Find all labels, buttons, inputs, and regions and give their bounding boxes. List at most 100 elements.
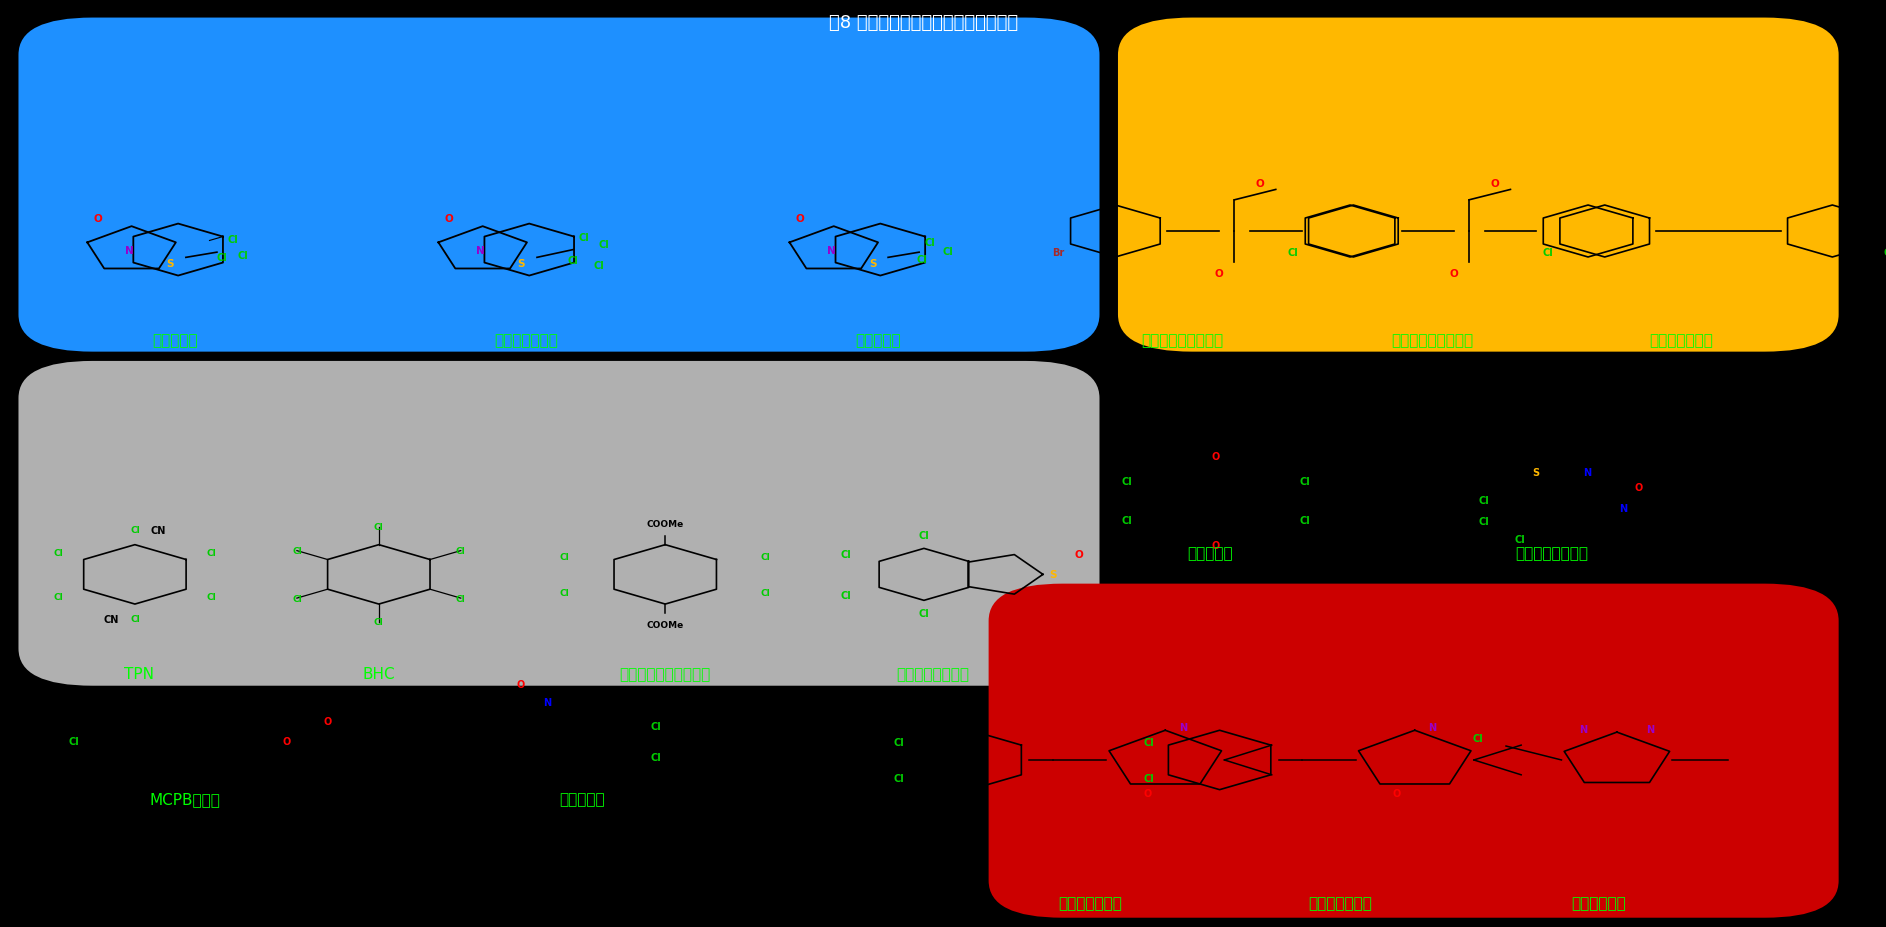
Text: エトリジアゾール: エトリジアゾール bbox=[1516, 546, 1588, 561]
Text: Cl: Cl bbox=[456, 547, 466, 555]
Text: クロルタールジメチル: クロルタールジメチル bbox=[620, 667, 711, 681]
Text: BHC: BHC bbox=[362, 667, 396, 681]
Text: N: N bbox=[543, 698, 551, 707]
FancyBboxPatch shape bbox=[988, 584, 1839, 918]
Text: O: O bbox=[1490, 179, 1499, 189]
Text: Cl: Cl bbox=[1299, 476, 1311, 486]
Text: プロラゾール: プロラゾール bbox=[1571, 895, 1626, 910]
Text: O: O bbox=[796, 214, 805, 224]
Text: Cl: Cl bbox=[918, 531, 930, 540]
Text: Cl: Cl bbox=[1479, 496, 1490, 505]
Text: N: N bbox=[124, 246, 134, 255]
Text: Cl: Cl bbox=[760, 552, 771, 562]
Text: TPN: TPN bbox=[124, 667, 153, 681]
Text: O: O bbox=[283, 737, 290, 746]
Text: Cl: Cl bbox=[53, 548, 62, 557]
Text: Cl: Cl bbox=[292, 594, 302, 603]
Text: クロルネブ: クロルネブ bbox=[1188, 546, 1233, 561]
Text: COOMe: COOMe bbox=[647, 621, 685, 629]
Text: O: O bbox=[445, 214, 453, 224]
Text: CN: CN bbox=[151, 526, 166, 535]
Text: S: S bbox=[166, 259, 174, 268]
Text: Cl: Cl bbox=[918, 609, 930, 618]
Text: O: O bbox=[1075, 549, 1084, 559]
Text: Cl: Cl bbox=[651, 752, 660, 762]
Text: O: O bbox=[1143, 788, 1152, 798]
Text: Cl: Cl bbox=[217, 253, 228, 263]
Text: Cl: Cl bbox=[841, 590, 852, 601]
FancyBboxPatch shape bbox=[19, 19, 1100, 352]
Text: Cl: Cl bbox=[560, 552, 570, 562]
Text: キャプタン: キャプタン bbox=[854, 333, 900, 348]
Text: N: N bbox=[1428, 722, 1437, 732]
Text: Cl: Cl bbox=[594, 260, 604, 271]
Text: Cl: Cl bbox=[1514, 535, 1526, 544]
FancyBboxPatch shape bbox=[19, 362, 1100, 686]
Text: キャプタホール: キャプタホール bbox=[494, 333, 558, 348]
Text: MCPBエチル: MCPBエチル bbox=[149, 792, 221, 806]
Text: Cl: Cl bbox=[841, 549, 852, 559]
Text: Cl: Cl bbox=[917, 254, 928, 264]
Text: O: O bbox=[1256, 179, 1266, 189]
Text: Cl: Cl bbox=[70, 737, 79, 746]
Text: 図8 測定が困難であった農薬の構造式: 図8 測定が困難であった農薬の構造式 bbox=[830, 14, 1018, 32]
Text: Cl: Cl bbox=[1473, 733, 1484, 743]
Text: O: O bbox=[324, 716, 332, 726]
Text: クロゾリネート: クロゾリネート bbox=[1058, 895, 1122, 910]
Text: Cl: Cl bbox=[130, 615, 140, 624]
Text: N: N bbox=[1646, 725, 1654, 734]
Text: Cl: Cl bbox=[1288, 248, 1299, 258]
Text: Cl: Cl bbox=[894, 773, 905, 783]
Text: Cl: Cl bbox=[226, 235, 238, 245]
Text: N: N bbox=[1620, 503, 1628, 514]
Text: ブロムプロピレート: ブロムプロピレート bbox=[1141, 333, 1224, 348]
Text: O: O bbox=[1213, 451, 1220, 461]
Text: O: O bbox=[1394, 788, 1401, 798]
Text: N: N bbox=[475, 246, 485, 255]
Text: クロルベンジド: クロルベンジド bbox=[1650, 333, 1714, 348]
Text: Cl: Cl bbox=[1479, 516, 1490, 527]
Text: Cl: Cl bbox=[894, 737, 905, 747]
Text: O: O bbox=[1213, 540, 1220, 550]
Text: Cl: Cl bbox=[207, 592, 217, 602]
Text: S: S bbox=[869, 259, 877, 268]
Text: S: S bbox=[519, 259, 524, 268]
Text: Cl: Cl bbox=[53, 592, 62, 602]
Text: O: O bbox=[94, 214, 102, 224]
Text: Cl: Cl bbox=[568, 256, 579, 266]
Text: Cl: Cl bbox=[1543, 248, 1554, 258]
Text: Cl: Cl bbox=[1122, 476, 1133, 486]
Text: CN: CN bbox=[104, 615, 119, 624]
Text: ホルペット: ホルペット bbox=[153, 333, 198, 348]
Text: Cl: Cl bbox=[292, 547, 302, 555]
Text: Cl: Cl bbox=[130, 526, 140, 535]
Text: Cl: Cl bbox=[943, 247, 952, 257]
Text: Cl: Cl bbox=[456, 594, 466, 603]
Text: S: S bbox=[1049, 570, 1056, 579]
Text: O: O bbox=[1215, 268, 1224, 278]
Text: O: O bbox=[1448, 268, 1458, 278]
Text: Cl: Cl bbox=[600, 240, 609, 250]
Text: クロルプロピレート: クロルプロピレート bbox=[1392, 333, 1473, 348]
Text: Cl: Cl bbox=[760, 588, 771, 597]
Text: Cl: Cl bbox=[238, 250, 249, 260]
Text: Cl: Cl bbox=[651, 721, 660, 731]
Text: プロパニル: プロパニル bbox=[560, 792, 605, 806]
Text: N: N bbox=[826, 246, 835, 255]
Text: Cl: Cl bbox=[1143, 773, 1154, 783]
Text: Cl: Cl bbox=[207, 548, 217, 557]
Text: Cl: Cl bbox=[924, 237, 935, 248]
Text: ビンクロゾリン: ビンクロゾリン bbox=[1307, 895, 1371, 910]
Text: N: N bbox=[1582, 467, 1592, 477]
Text: Cl: Cl bbox=[373, 617, 383, 627]
Text: Cl: Cl bbox=[1299, 515, 1311, 525]
Text: COOMe: COOMe bbox=[647, 520, 685, 528]
FancyBboxPatch shape bbox=[1118, 19, 1839, 352]
Text: O: O bbox=[1635, 483, 1643, 492]
Text: Cl: Cl bbox=[1143, 737, 1154, 747]
Text: O: O bbox=[517, 679, 524, 690]
Text: Cl: Cl bbox=[1122, 515, 1133, 525]
Text: Cl: Cl bbox=[560, 588, 570, 597]
Text: エンドスルファン: エンドスルファン bbox=[896, 667, 969, 681]
Text: Cl: Cl bbox=[373, 523, 383, 532]
